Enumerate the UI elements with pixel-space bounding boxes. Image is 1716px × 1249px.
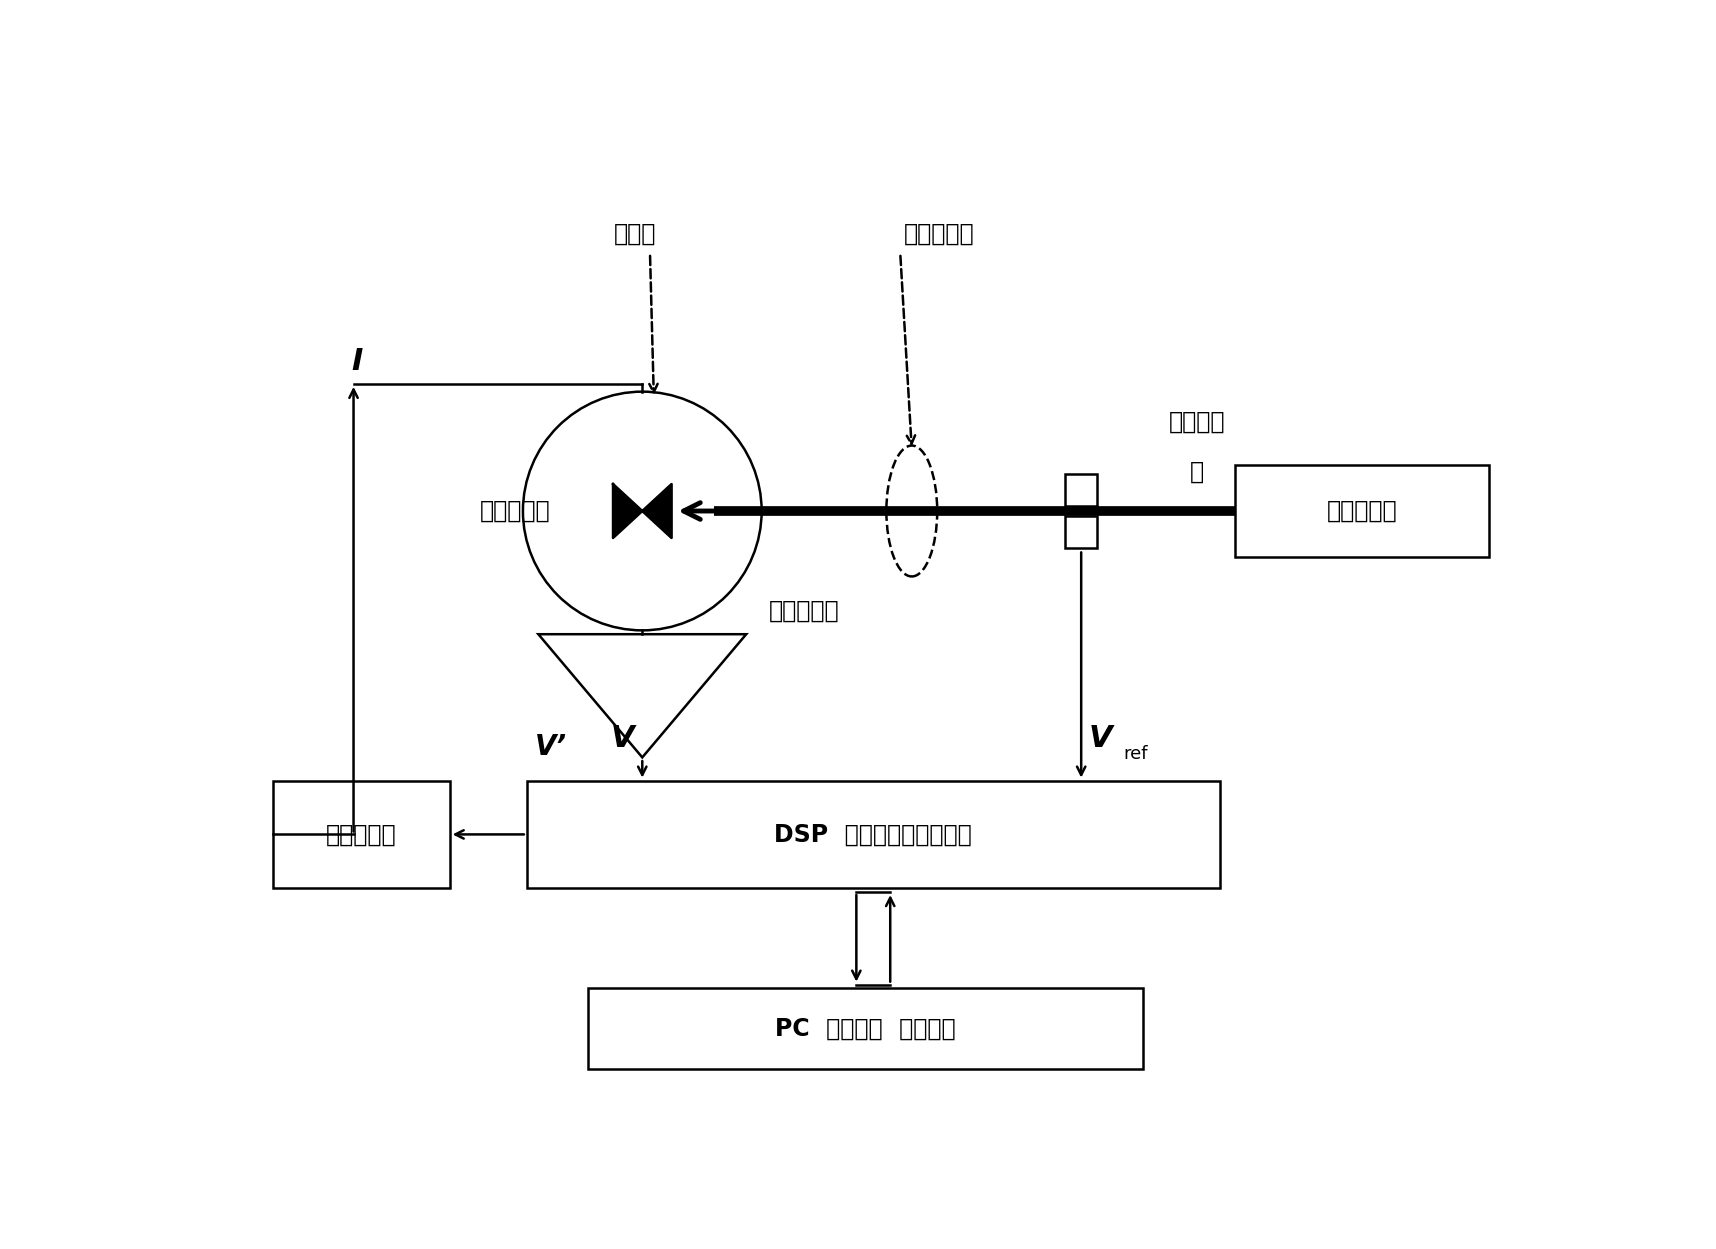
Text: 耿氏振荡器: 耿氏振荡器 [1326,500,1397,523]
Text: I: I [352,347,364,376]
Bar [1236,465,1489,557]
Text: 压控电流源: 压控电流源 [326,822,396,847]
Text: DSP  数据采集和数据处理: DSP 数据采集和数据处理 [774,822,973,847]
Text: 前置放大器: 前置放大器 [769,598,839,623]
Text: 准光学系统: 准光学系统 [903,221,975,245]
Text: 光学斩波: 光学斩波 [1169,410,1225,433]
Text: PC  数据处理  频谱显示: PC 数据处理 频谱显示 [776,1017,956,1040]
Text: 约瑟夫森结: 约瑟夫森结 [480,500,551,523]
Text: V: V [611,723,635,753]
Text: ref: ref [1124,744,1148,763]
Text: V’: V’ [534,733,566,761]
Bar [273,781,450,888]
Bar [1066,475,1097,506]
Bar [1066,516,1097,548]
Polygon shape [613,485,642,538]
Text: 器: 器 [1189,460,1203,485]
Text: V: V [1090,723,1112,753]
Text: 制冷机: 制冷机 [613,221,656,245]
Bar [589,988,1143,1069]
Bar [527,781,1220,888]
Polygon shape [642,485,671,538]
